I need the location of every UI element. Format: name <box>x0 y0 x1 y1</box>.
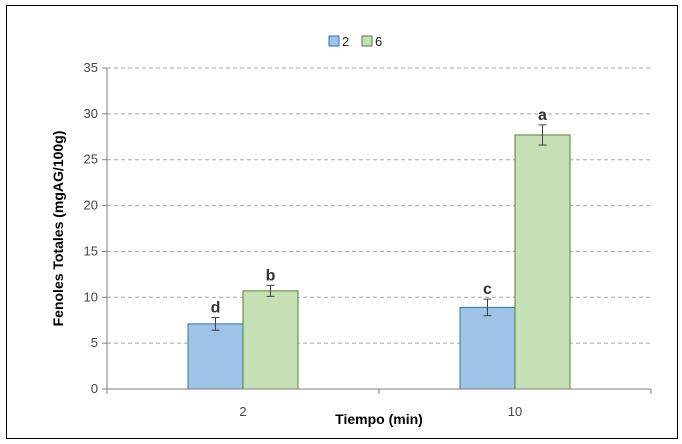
y-tick-label: 10 <box>84 289 98 304</box>
bar <box>514 134 571 390</box>
bar <box>187 323 244 390</box>
y-tick-label: 15 <box>84 243 98 258</box>
legend-label: 6 <box>375 34 382 49</box>
y-axis-title: Fenoles Totales (mgAG/100g) <box>50 131 66 327</box>
x-axis-title: Tiempo (min) <box>335 411 423 427</box>
significance-letter: b <box>266 267 276 284</box>
y-tick-label: 5 <box>91 335 98 350</box>
significance-letter: a <box>538 107 547 124</box>
x-axis: 2 10 <box>106 388 652 419</box>
bars: d c b a <box>187 107 571 390</box>
legend-swatch <box>361 35 373 47</box>
y-tick-label: 35 <box>84 60 98 75</box>
x-tick-label: 10 <box>508 404 522 419</box>
legend-label: 2 <box>342 34 349 49</box>
legend-swatch <box>328 35 340 47</box>
significance-letter: c <box>483 281 492 298</box>
y-tick-label: 20 <box>84 198 98 213</box>
y-tick-label: 30 <box>84 106 98 121</box>
y-tick-label: 0 <box>91 381 98 396</box>
y-tick-label: 25 <box>84 152 98 167</box>
bar <box>242 290 299 390</box>
bar <box>459 306 516 390</box>
significance-letter: d <box>211 299 221 316</box>
x-tick-label: 2 <box>239 404 246 419</box>
y-axis-ticks: 0 5 10 15 20 25 30 35 <box>84 60 108 396</box>
